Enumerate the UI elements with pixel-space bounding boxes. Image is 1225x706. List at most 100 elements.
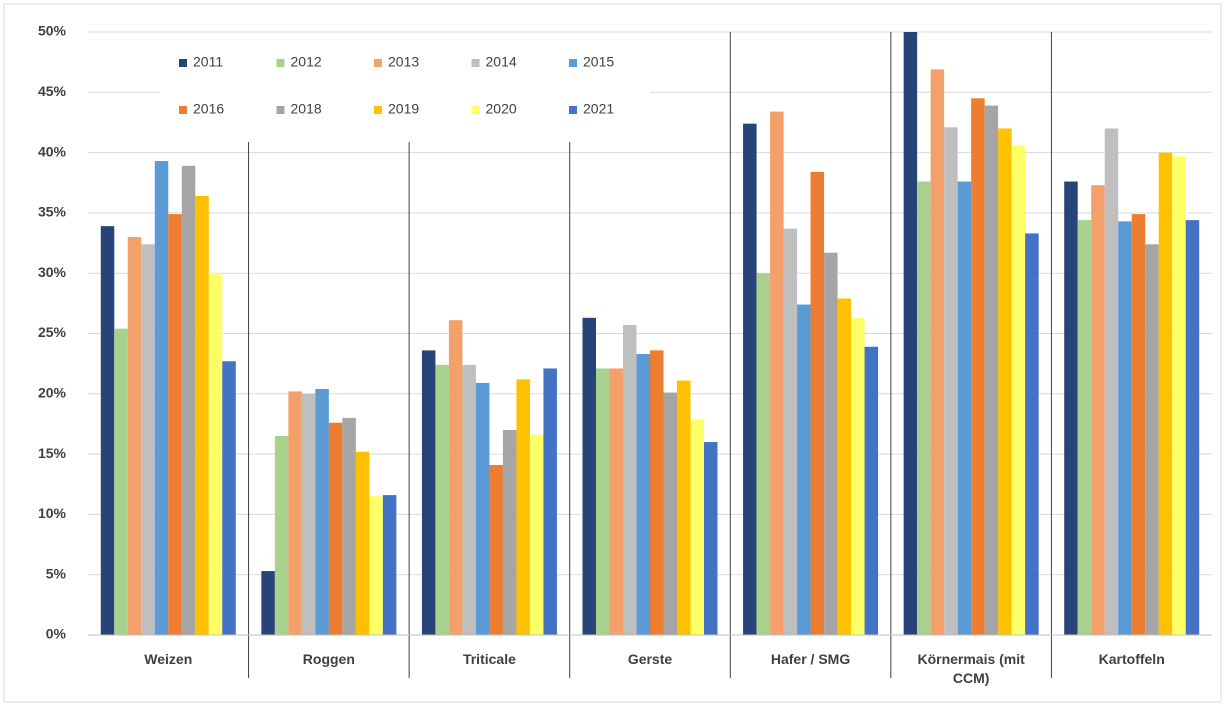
bar — [475, 382, 490, 635]
bar — [1091, 185, 1105, 636]
legend-label: 2018 — [291, 101, 322, 117]
y-tick-label: 25% — [38, 324, 67, 340]
bar — [663, 392, 677, 635]
bar — [704, 442, 718, 635]
bar — [636, 354, 650, 635]
legend-label: 2014 — [486, 54, 517, 70]
bar — [315, 388, 329, 635]
bar — [903, 32, 918, 635]
x-tick-label: Hafer / SMG — [770, 651, 851, 667]
legend-swatch — [471, 59, 480, 67]
bar — [783, 228, 798, 635]
bar — [582, 317, 596, 635]
bar — [114, 328, 128, 635]
legend-swatch — [471, 106, 480, 114]
legend-swatch — [179, 106, 187, 114]
legend-swatch — [569, 59, 577, 67]
bar — [944, 127, 958, 636]
y-tick-label: 20% — [38, 385, 67, 401]
bar — [917, 181, 931, 635]
bar — [770, 111, 784, 635]
y-tick-label: 50% — [38, 23, 67, 39]
bar — [516, 379, 530, 635]
bar — [1185, 220, 1200, 636]
bar — [824, 252, 838, 635]
bar — [677, 380, 691, 635]
bar — [1118, 221, 1132, 636]
bar — [288, 391, 302, 635]
bar — [489, 464, 503, 635]
x-tick-label: Roggen — [302, 651, 355, 667]
legend-swatch — [374, 59, 382, 67]
legend-label: 2019 — [388, 101, 419, 117]
legend-label: 2016 — [193, 101, 224, 117]
y-tick-label: 45% — [38, 83, 67, 99]
y-tick-label: 0% — [46, 626, 67, 642]
bar — [1172, 156, 1186, 635]
bar — [743, 123, 757, 635]
legend-label: 2013 — [388, 54, 419, 70]
legend-swatch — [374, 106, 382, 114]
bar — [1064, 181, 1078, 635]
legend-label: 2015 — [583, 54, 614, 70]
bar — [930, 69, 945, 636]
bar — [810, 171, 825, 635]
x-tick-label: Triticale — [462, 651, 516, 667]
bar — [596, 368, 610, 635]
bar — [609, 368, 623, 635]
bar — [342, 417, 356, 635]
bar — [261, 571, 275, 635]
bar — [369, 496, 383, 635]
bar — [462, 364, 476, 635]
bar — [355, 451, 370, 635]
bar — [650, 350, 664, 635]
bar — [529, 434, 544, 635]
bar — [797, 304, 811, 635]
bar — [1025, 233, 1039, 636]
bar — [222, 361, 236, 635]
bar — [998, 128, 1012, 636]
bar — [435, 364, 449, 635]
bar — [421, 350, 436, 635]
bar — [181, 165, 196, 635]
legend-box — [160, 40, 650, 132]
bar — [971, 98, 985, 635]
bar — [756, 273, 771, 635]
y-tick-label: 30% — [38, 264, 67, 280]
y-tick-label: 15% — [38, 445, 67, 461]
bar — [851, 317, 865, 635]
bar — [127, 237, 142, 635]
bar — [195, 196, 209, 636]
x-tick-label: Gerste — [627, 651, 673, 667]
bar — [274, 436, 289, 635]
bar — [208, 273, 223, 635]
bar — [154, 161, 169, 636]
bar — [100, 226, 115, 635]
y-tick-label: 35% — [38, 204, 67, 220]
bar — [1131, 214, 1146, 635]
bar — [864, 346, 879, 635]
legend-swatch — [179, 59, 187, 67]
y-tick-label: 10% — [38, 505, 67, 521]
x-tick-label: Weizen — [144, 651, 193, 667]
bar — [1158, 152, 1173, 635]
legend-label: 2011 — [193, 54, 223, 70]
legend-swatch — [569, 106, 577, 114]
bar — [957, 181, 972, 635]
x-tick-label: Körnermais (mit CCM) — [917, 651, 1025, 686]
legend-label: 2020 — [486, 101, 517, 117]
bar — [141, 244, 155, 636]
bar — [168, 214, 182, 635]
x-tick-label: Kartoffeln — [1098, 651, 1165, 667]
legend-label: 2021 — [583, 101, 614, 117]
y-tick-label: 5% — [46, 565, 67, 581]
bar — [1104, 128, 1119, 636]
bar — [502, 429, 517, 635]
bar — [1077, 220, 1092, 636]
bar — [984, 105, 999, 636]
bar — [623, 325, 637, 635]
bar — [1145, 244, 1159, 636]
legend-label: 2012 — [291, 54, 322, 70]
